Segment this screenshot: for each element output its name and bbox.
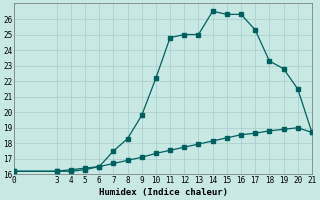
X-axis label: Humidex (Indice chaleur): Humidex (Indice chaleur) xyxy=(99,188,228,197)
